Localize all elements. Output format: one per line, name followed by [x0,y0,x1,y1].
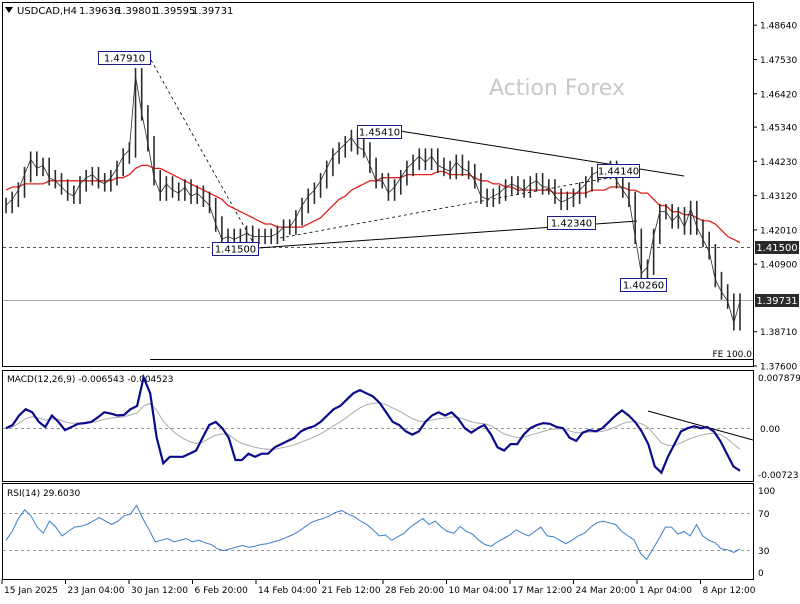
rsi-y-axis: 100 70 30 0 [758,487,775,579]
svg-text:1.42340: 1.42340 [551,219,592,230]
price-tick-label: 1.40900 [760,261,797,271]
time-tick-label: 1 Apr 04:00 [639,586,692,596]
right-price-tags: 1.41500 1.39731 [755,241,799,307]
time-tick-label: 6 Feb 20:00 [195,586,249,596]
price-bars-series [5,68,741,331]
level-label-high-3: 1.44140 [597,164,640,178]
price-y-axis: 1.48640 1.47530 1.46420 1.45340 1.44230 1.431… [753,22,797,373]
level-label-high-1: 1.47910 [98,51,151,65]
svg-text:1.47910: 1.47910 [104,54,145,65]
rsi-tick-0: 0 [758,569,764,579]
price-tick-label: 1.48640 [760,22,797,32]
time-axis: 15 Jan 2025 23 Jan 04:00 30 Jan 12:00 6 Feb… [1,580,756,596]
level-label-low-1: 1.42340 [547,216,596,230]
time-tick-label: 30 Jan 12:00 [131,586,188,596]
price-tick-label: 1.43120 [760,192,797,202]
close-value: 1.39731 [192,6,233,17]
macd-title: MACD(12,26,9) -0.006543 -0.004523 [7,375,173,385]
macd-y-axis: 0.007879 0.00 -0.00723 [758,374,800,481]
price-tick-label: 1.37600 [760,363,797,373]
level-label-low-3: 1.40260 [620,278,667,292]
svg-text:1.41500: 1.41500 [756,243,797,254]
price-close-line [5,75,741,325]
svg-text:1.41500: 1.41500 [215,245,256,256]
macd-main-line [5,373,741,475]
macd-trendline [647,410,754,441]
right-tag-current: 1.39731 [755,294,799,307]
time-tick-label: 10 Mar 04:00 [449,586,509,596]
price-tick-label: 1.47530 [760,56,797,66]
level-labels: 1.47910 1.45410 1.44140 1.42340 1.41500 … [98,51,753,360]
rsi-series [5,504,741,561]
chart-header: USDCAD,H4 1.39636 1.39801 1.39595 1.3973… [5,6,233,17]
price-tick-label: 1.46420 [760,90,797,100]
svg-text:1.44140: 1.44140 [598,167,639,178]
price-tick-label: 1.44230 [760,158,797,168]
fe-100-label: FE 100.0 [713,350,753,360]
collapse-triangle-icon[interactable] [5,7,13,13]
rsi-tick-70: 70 [758,510,770,520]
time-tick-label: 15 Jan 2025 [4,586,58,596]
level-label-high-2: 1.45410 [357,125,402,139]
open-value: 1.39636 [79,6,120,17]
rsi-pane[interactable] [2,483,754,580]
level-label-low-2: 1.41500 [212,242,259,256]
high-value: 1.39801 [116,6,157,17]
low-value: 1.39595 [154,6,195,17]
macd-series [5,373,741,475]
time-tick-label: 28 Feb 20:00 [385,586,444,596]
macd-tick-zero: 0.00 [760,425,780,435]
macd-pane[interactable] [2,370,754,482]
price-tick-label: 1.38710 [760,328,797,338]
time-tick-label: 14 Feb 04:00 [258,586,317,596]
moving-average-line [5,164,741,244]
time-tick-label: 23 Jan 04:00 [68,586,125,596]
rsi-title: RSI(14) 29.6030 [7,489,80,499]
macd-signal-line [5,402,741,450]
svg-text:1.39731: 1.39731 [756,296,797,307]
inner-dashed-trendline [279,171,641,239]
right-tag-level: 1.41500 [755,241,799,254]
price-tick-label: 1.45340 [760,124,797,134]
price-tick-label: 1.42010 [760,226,797,236]
time-tick-label: 8 Apr 12:00 [703,586,756,596]
rsi-line [5,504,741,561]
time-tick-label: 21 Feb 12:00 [322,586,381,596]
time-tick-label: 17 Mar 12:00 [512,586,572,596]
macd-tick-top: 0.007879 [758,374,800,384]
rsi-tick-30: 30 [758,547,770,557]
symbol-label: USDCAD,H4 [17,6,77,17]
time-tick-label: 24 Mar 20:00 [576,586,636,596]
watermark: Action Forex [489,76,625,101]
rsi-tick-100: 100 [758,487,775,497]
macd-tick-bottom: -0.00723 [758,471,798,481]
svg-text:1.45410: 1.45410 [359,128,400,139]
svg-text:1.40260: 1.40260 [623,281,664,292]
moving-average-series [5,164,741,244]
